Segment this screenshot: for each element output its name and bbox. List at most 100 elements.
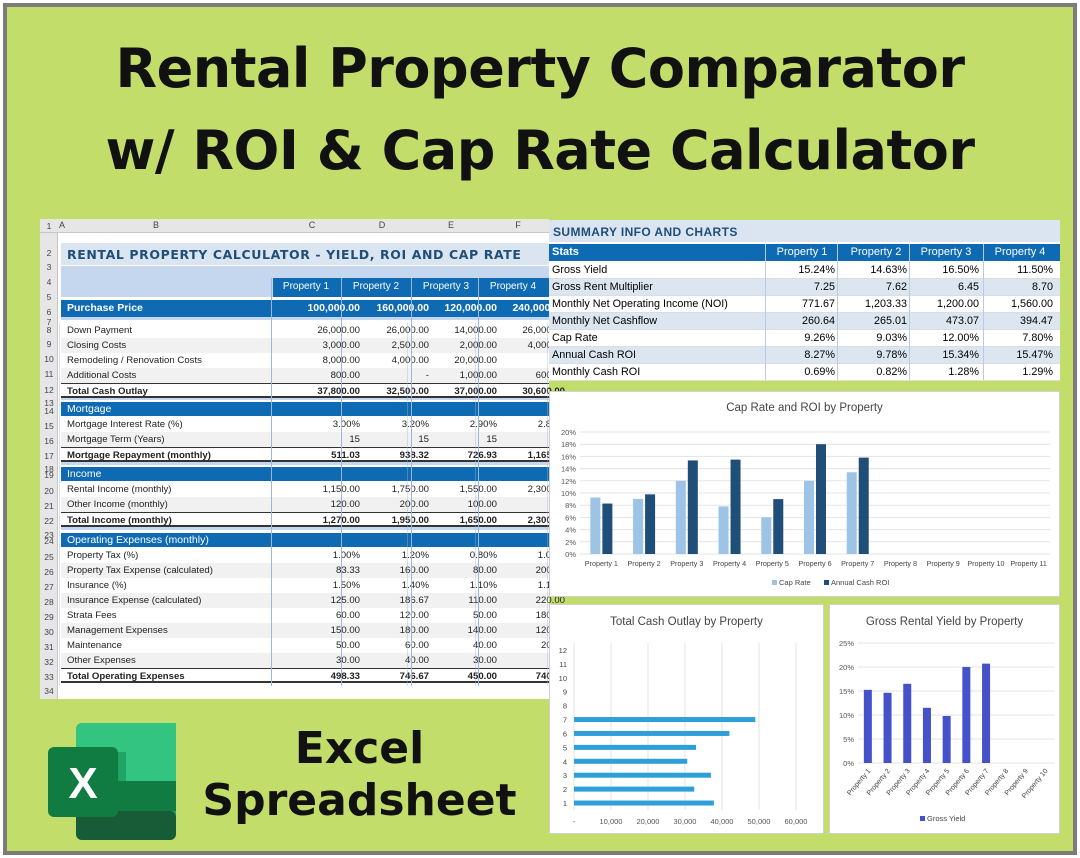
y-tick-label: 2 xyxy=(563,785,567,794)
row-value: 200.00 xyxy=(399,499,429,510)
excel-logo-icon: X xyxy=(48,723,176,840)
bar xyxy=(574,717,756,723)
summary-row-value: 1,200.00 xyxy=(936,298,979,310)
section-band xyxy=(61,278,273,297)
bar-cap-rate xyxy=(846,472,857,554)
bar xyxy=(982,663,991,763)
row-label: Mortgage Term (Years) xyxy=(67,434,165,445)
column-divider xyxy=(407,323,408,686)
y-tick-label: 4 xyxy=(563,757,567,766)
row-value: 1.40% xyxy=(401,580,429,591)
legend-label: Annual Cash ROI xyxy=(831,578,889,587)
bar xyxy=(574,786,695,792)
y-tick-label: 7 xyxy=(563,716,567,725)
y-tick-label: 5 xyxy=(563,743,567,752)
cash-outlay-svg: -10,000 20,000 30,000 40,000 50,000 60,000123… xyxy=(559,643,808,826)
row-number: 29 xyxy=(44,612,54,622)
row-value: 37,000.00 xyxy=(454,386,497,397)
row-value: 100.00 xyxy=(467,499,497,510)
row-value: 2,000.00 xyxy=(434,340,497,351)
row-value: 1,650.00 xyxy=(434,515,497,526)
section-band xyxy=(61,462,549,465)
column-divider xyxy=(59,323,60,686)
bar xyxy=(574,758,688,764)
row-number: 31 xyxy=(44,642,54,652)
section-title: Mortgage xyxy=(67,403,112,415)
table-row: Mortgage Repayment (monthly) 511.03 938.32… xyxy=(61,447,565,462)
row-value: 60.00 xyxy=(404,640,429,651)
bar-annual-cash-roi xyxy=(816,444,826,554)
column-divider xyxy=(475,323,476,686)
x-tick-label: 20,000 xyxy=(637,817,660,826)
y-tick-label: 15% xyxy=(839,687,854,696)
row-label: Mortgage Interest Rate (%) xyxy=(67,419,183,430)
summary-row-value: 8.27% xyxy=(804,349,835,361)
gross-yield-chart: Gross Rental Yield by Property 0% 5% 10% 15… xyxy=(829,604,1060,834)
row-value: 1.10% xyxy=(469,580,497,591)
row-value: 3.00% xyxy=(332,419,360,430)
summary-row: Monthly Net Operating Income (NOI) 771.67… xyxy=(549,296,1060,313)
row-value: 938.32 xyxy=(399,450,429,461)
purchase-price-label: Purchase Price xyxy=(67,302,143,314)
x-tick-label: 60,000 xyxy=(785,817,808,826)
row-label: Other Expenses xyxy=(67,655,136,666)
x-tick-label: Property 10 xyxy=(967,559,1004,568)
y-tick-label: 8 xyxy=(563,702,567,711)
summary-row-value: 8.70 xyxy=(1031,281,1053,293)
row-number: 9 xyxy=(46,339,52,349)
row-label: Rental Income (monthly) xyxy=(67,484,172,495)
y-tick-label: 11 xyxy=(559,660,567,669)
bar xyxy=(574,800,714,806)
cap-rate-roi-svg: 0% 2% 4% 6% 8% 10% 12% 14% 16% 18% 20% Property 1 Pr… xyxy=(561,428,1050,587)
row-value: 180.00 xyxy=(399,625,429,636)
row-value: 110.00 xyxy=(468,595,497,606)
property-header: Property 4 xyxy=(489,281,537,292)
row-number: 28 xyxy=(44,597,54,607)
summary-row: Gross Rent Multiplier 7.25 7.62 6.45 8.70 xyxy=(549,279,1060,296)
row-number: 1 xyxy=(46,221,52,231)
table-row: Management Expenses150.00180.00140.00120… xyxy=(61,623,565,638)
row-number: 6 xyxy=(46,307,52,317)
summary-row-value: 0.69% xyxy=(804,366,835,378)
summary-row-value: 15.47% xyxy=(1016,349,1053,361)
summary-row-value: 0.82% xyxy=(876,366,907,378)
row-value: 2.90% xyxy=(469,419,497,430)
row-number: 20 xyxy=(44,486,54,496)
row-number: 12 xyxy=(44,385,54,395)
bar-cap-rate xyxy=(675,480,686,554)
row-value: 125.00 xyxy=(330,595,360,606)
row-number: 7 xyxy=(46,317,52,327)
table-row: Total Cash Outlay 37,800.00 32,500.00 37,00… xyxy=(61,383,565,398)
column-letter: D xyxy=(378,220,386,230)
row-label: Total Income (monthly) xyxy=(67,515,172,526)
row-value: 26,000.00 xyxy=(386,325,429,336)
row-label: Closing Costs xyxy=(67,340,127,351)
spreadsheet-word: Spreadsheet xyxy=(202,775,517,826)
property-header: Property 1 xyxy=(282,281,330,292)
row-value: 726.93 xyxy=(467,450,497,461)
row-number: 24 xyxy=(44,536,54,546)
section-band xyxy=(61,527,549,530)
bar xyxy=(942,715,951,763)
summary-row-label: Annual Cash ROI xyxy=(552,349,637,361)
y-tick-label: 5% xyxy=(843,735,854,744)
banner-frame: Rental Property Comparator w/ ROI & Cap … xyxy=(3,3,1077,855)
row-value: 511.03 xyxy=(331,450,360,461)
row-value: 3.20% xyxy=(401,419,429,430)
y-tick-label: 1 xyxy=(563,799,567,808)
row-value: 140.00 xyxy=(467,625,497,636)
bar xyxy=(962,667,971,763)
summary-row-value: 14.63% xyxy=(870,264,907,276)
row-value: 37,800.00 xyxy=(317,386,360,397)
bar-cap-rate xyxy=(590,497,601,554)
row-number: 22 xyxy=(44,516,54,526)
headline-line-2: w/ ROI & Cap Rate Calculator xyxy=(105,119,975,182)
bar-annual-cash-roi xyxy=(858,457,869,554)
chart-title: Gross Rental Yield by Property xyxy=(865,616,1024,628)
row-number: 3 xyxy=(46,262,52,272)
row-number: 4 xyxy=(46,277,52,287)
summary-title: SUMMARY INFO AND CHARTS xyxy=(549,220,1060,242)
summary-property-header: Property 3 xyxy=(920,246,972,258)
row-value: 15 xyxy=(349,434,360,445)
section-band xyxy=(61,317,549,320)
